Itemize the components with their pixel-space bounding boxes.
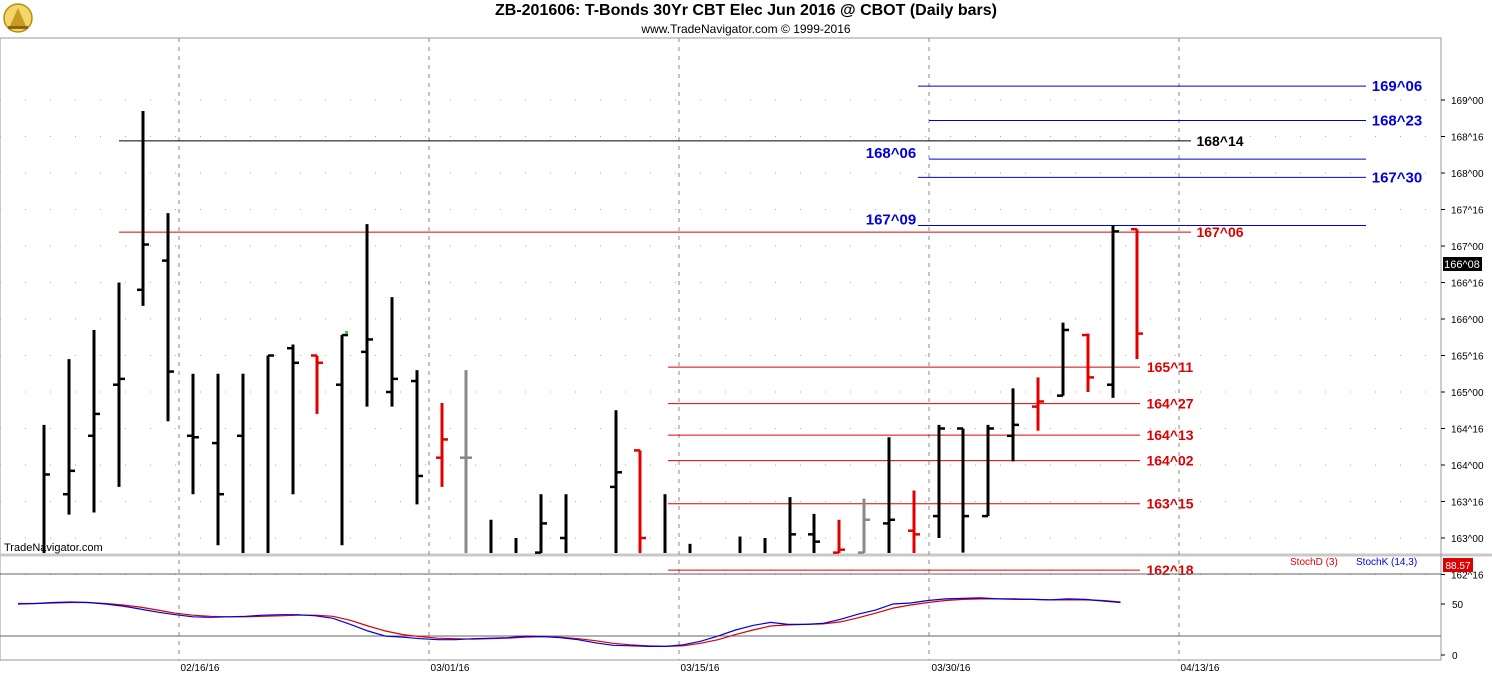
- price-tick-label: 165^00: [1451, 388, 1484, 399]
- date-label-3: 03/30/16: [932, 663, 971, 674]
- stoch-d-legend: StochD (3): [1290, 557, 1338, 568]
- price-tick-label: 164^16: [1451, 425, 1484, 436]
- price-tick-label: 166^00: [1451, 315, 1484, 326]
- price-tick-label: 167^00: [1451, 242, 1484, 253]
- price-tick-label: 165^16: [1451, 352, 1484, 363]
- date-label-4: 04/13/16: [1181, 663, 1220, 674]
- level-label: 165^11: [1147, 359, 1194, 375]
- stoch-d-line: [18, 598, 1121, 648]
- level-label: 167^09: [866, 212, 916, 229]
- price-panel[interactable]: [0, 37, 1442, 555]
- date-label-0: 02/16/16: [181, 663, 220, 674]
- level-label: 168^06: [866, 145, 916, 162]
- indicator-panel[interactable]: [0, 555, 1442, 661]
- price-tick-label: 168^00: [1451, 169, 1484, 180]
- date-label-2: 03/15/16: [681, 663, 720, 674]
- level-label: 168^23: [1372, 112, 1422, 129]
- trade-navigator-logo-icon: [3, 3, 33, 33]
- chart-title: ZB-201606: T-Bonds 30Yr CBT Elec Jun 201…: [495, 2, 997, 19]
- ohlc-bars: [42, 110, 1143, 554]
- level-label: 163^15: [1146, 496, 1193, 512]
- price-tick-label: 164^00: [1451, 461, 1484, 472]
- stoch-tick-50: 50: [1452, 600, 1464, 611]
- date-label-1: 03/01/16: [431, 663, 470, 674]
- stoch-value-label: 88.57: [1445, 561, 1470, 572]
- last-price-box: [1443, 257, 1482, 271]
- horizontal-gridlines: [0, 99, 1441, 575]
- chart-subtitle: www.TradeNavigator.com © 1999-2016: [641, 22, 851, 36]
- price-tick-label: 167^16: [1451, 206, 1484, 217]
- price-tick-label: 166^16: [1451, 279, 1484, 290]
- stoch-tick-0: 0: [1452, 651, 1458, 662]
- price-tick-label: 163^00: [1451, 534, 1484, 545]
- level-label: 167^06: [1196, 224, 1243, 240]
- stoch-value-box: [1443, 558, 1473, 572]
- level-label: 167^30: [1372, 169, 1422, 186]
- price-tick-label: 162^16: [1451, 571, 1484, 582]
- watermark-text: TradeNavigator.com: [4, 542, 103, 554]
- level-label: 168^14: [1196, 133, 1243, 149]
- price-axis: 169^00 168^16 168^00 167^16 167^00 166^16 166^…: [1441, 96, 1484, 582]
- level-label: 164^27: [1146, 396, 1193, 412]
- last-price-label: 166^08: [1444, 259, 1480, 271]
- level-label: 164^02: [1146, 453, 1193, 469]
- stoch-k-legend: StochK (14,3): [1356, 557, 1417, 568]
- level-label: 164^13: [1146, 427, 1193, 443]
- ohlc-signal-dot: [345, 331, 348, 335]
- stoch-k-line: [17, 597, 1121, 648]
- price-level-lines: 169^06 168^23 168^14 168^06 167^30 167^09 167^…: [119, 78, 1422, 578]
- level-label: 162^18: [1146, 562, 1193, 578]
- date-axis: 02/16/16 03/01/16 03/15/16 03/30/16 04/1…: [181, 663, 1220, 674]
- level-label: 169^06: [1372, 78, 1422, 95]
- chart-header: ZB-201606: T-Bonds 30Yr CBT Elec Jun 201…: [0, 0, 1492, 38]
- price-tick-label: 168^16: [1451, 133, 1484, 144]
- price-tick-label: 163^16: [1451, 498, 1484, 509]
- price-tick-label: 169^00: [1451, 96, 1484, 107]
